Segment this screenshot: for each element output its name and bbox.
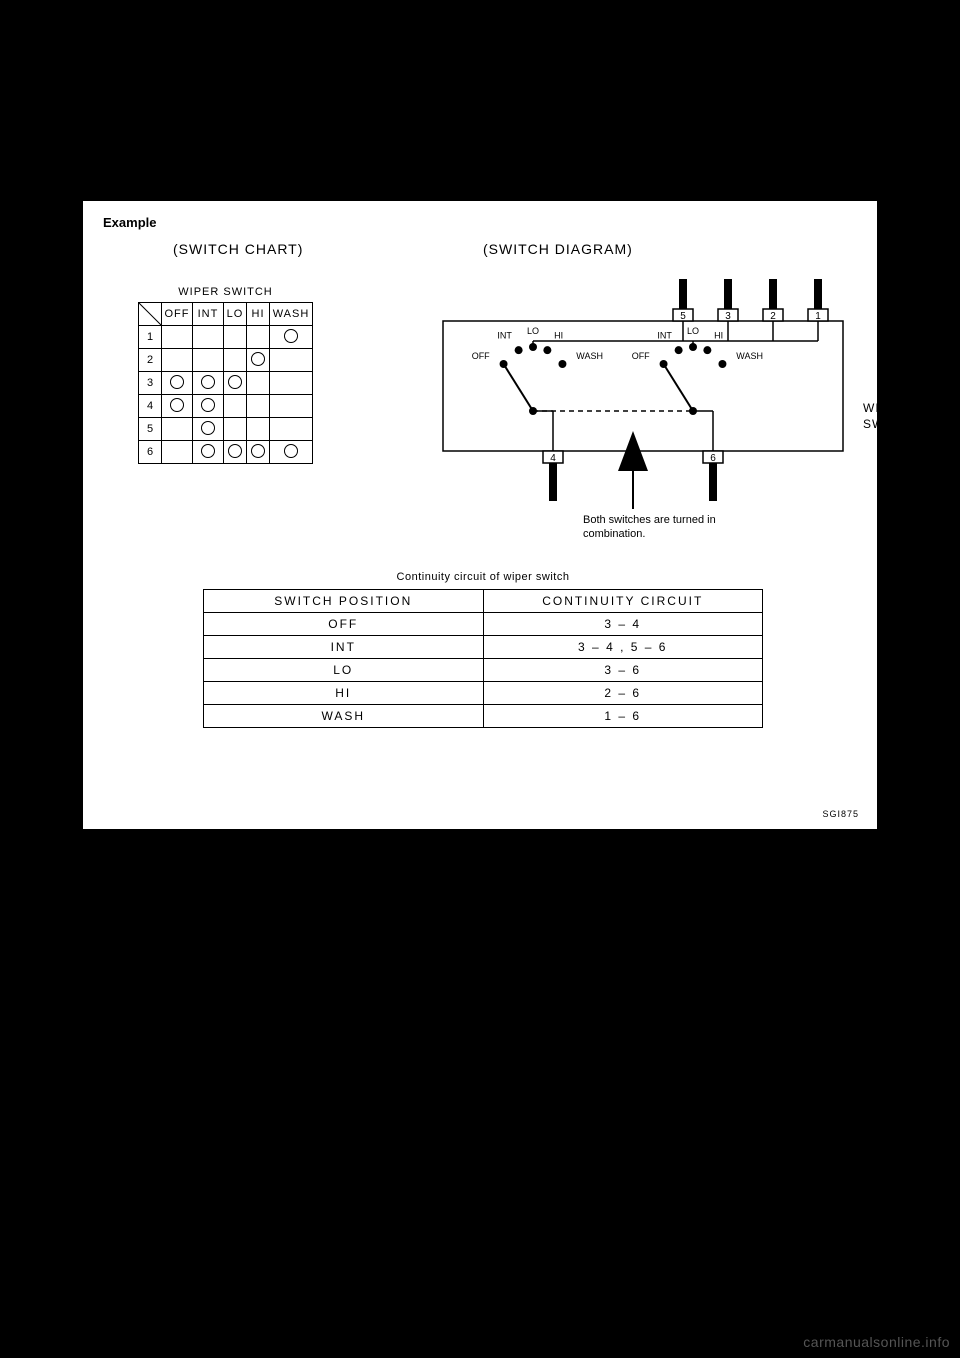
svg-text:3: 3 [725,311,731,322]
cont-cell: 1 – 6 [483,705,763,728]
svg-text:INT: INT [497,331,512,341]
chart-cell [193,418,224,441]
chart-cell [270,441,313,464]
switch-chart-caption: WIPER SWITCH [138,286,313,298]
chart-col-off: OFF [162,303,193,326]
chart-cell [270,349,313,372]
svg-text:2: 2 [770,311,776,322]
chart-cell [224,349,247,372]
svg-text:WASH: WASH [736,351,763,361]
figure-code: SGI875 [822,809,859,819]
chart-row-label: 2 [139,349,162,372]
cont-header-pos: SWITCH POSITION [204,590,484,613]
continuity-caption: Continuity circuit of wiper switch [203,571,763,583]
chart-cell [247,326,270,349]
watermark: carmanualsonline.info [803,1334,950,1350]
chart-cell [270,395,313,418]
chart-row-label: 5 [139,418,162,441]
chart-cell [224,441,247,464]
chart-row-label: 1 [139,326,162,349]
chart-cell [247,418,270,441]
chart-cell [247,441,270,464]
chart-cell [162,418,193,441]
svg-text:HI: HI [714,331,723,341]
chart-cell [224,326,247,349]
chart-cell [162,349,193,372]
chart-cell [193,349,224,372]
cont-cell: OFF [204,613,484,636]
chart-col-lo: LO [224,303,247,326]
chart-col-hi: HI [247,303,270,326]
svg-text:OFF: OFF [472,351,490,361]
cont-header-circ: CONTINUITY CIRCUIT [483,590,763,613]
chart-row-label: 3 [139,372,162,395]
chart-cell [247,372,270,395]
page-figure: Example (SWITCH CHART) (SWITCH DIAGRAM) … [82,200,878,830]
wiper-switch-label: WIPER SWITCH [863,401,923,432]
svg-text:OFF: OFF [632,351,650,361]
svg-text:HI: HI [554,331,563,341]
chart-cell [247,395,270,418]
chart-cell [224,372,247,395]
cont-cell: 3 – 4 [483,613,763,636]
cont-cell: LO [204,659,484,682]
svg-text:LO: LO [687,326,699,336]
chart-cell [193,326,224,349]
chart-cell [193,372,224,395]
chart-cell [224,395,247,418]
cont-cell: 3 – 4 , 5 – 6 [483,636,763,659]
switch-diagram: 5321 46 OFFINTLOHIWASHOFFINTLOHIWASH WIP… [373,271,853,551]
svg-text:5: 5 [680,311,686,322]
cont-cell: 3 – 6 [483,659,763,682]
chart-cell [224,418,247,441]
combination-note: Both switches are turned in combination. [583,513,716,542]
svg-text:LO: LO [527,326,539,336]
switch-chart: WIPER SWITCH OFF INT LO HI WASH 123456 [138,286,313,464]
chart-cell [162,441,193,464]
chart-cell [162,326,193,349]
chart-cell [193,441,224,464]
continuity-table-wrap: Continuity circuit of wiper switch SWITC… [203,571,763,728]
chart-cell [247,349,270,372]
example-label: Example [103,215,156,230]
switch-diagram-svg: 5 3 2 1 4 6 OFF INT LO HI WASH OFF INT LO HI WASH [373,271,853,551]
cont-cell: HI [204,682,484,705]
chart-row-label: 6 [139,441,162,464]
svg-text:INT: INT [657,331,672,341]
chart-col-int: INT [193,303,224,326]
chart-cell [162,372,193,395]
svg-text:6: 6 [710,453,716,464]
svg-text:1: 1 [815,311,821,322]
chart-cell [193,395,224,418]
chart-cell [270,372,313,395]
continuity-table: SWITCH POSITION CONTINUITY CIRCUIT OFF3 … [203,589,763,728]
chart-row-label: 4 [139,395,162,418]
cont-cell: 2 – 6 [483,682,763,705]
switch-chart-table: OFF INT LO HI WASH 123456 [138,302,313,464]
svg-text:WASH: WASH [576,351,603,361]
cont-cell: WASH [204,705,484,728]
chart-col-wash: WASH [270,303,313,326]
chart-corner-cell [139,303,162,326]
chart-cell [162,395,193,418]
switch-diagram-title: (SWITCH DIAGRAM) [483,241,633,257]
switch-chart-title: (SWITCH CHART) [173,241,303,257]
chart-cell [270,326,313,349]
cont-cell: INT [204,636,484,659]
svg-text:4: 4 [550,453,556,464]
chart-cell [270,418,313,441]
